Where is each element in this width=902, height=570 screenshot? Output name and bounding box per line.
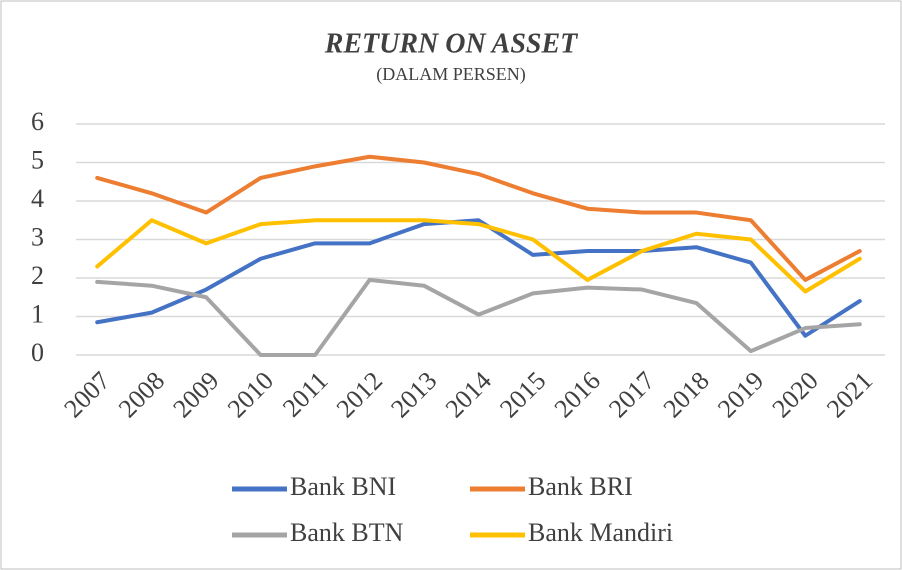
y-tick-label: 3: [31, 222, 44, 251]
legend-label: Bank BNI: [290, 472, 396, 501]
chart-title: RETURN ON ASSET: [324, 28, 579, 59]
series-line: [95, 218, 862, 338]
series-line: [95, 218, 862, 294]
y-tick-label: 5: [31, 145, 44, 174]
legend-label: Bank Mandiri: [528, 518, 673, 547]
series-line: [95, 154, 862, 282]
chart-subtitle: (DALAM PERSEN): [376, 64, 526, 85]
y-tick-label: 4: [31, 184, 44, 213]
legend-label: Bank BRI: [528, 472, 633, 501]
y-tick-label: 2: [31, 261, 44, 290]
y-tick-label: 1: [31, 299, 44, 328]
series-line: [95, 277, 862, 357]
y-tick-label: 6: [31, 107, 44, 136]
y-tick-label: 0: [31, 338, 44, 367]
legend-label: Bank BTN: [290, 518, 404, 547]
